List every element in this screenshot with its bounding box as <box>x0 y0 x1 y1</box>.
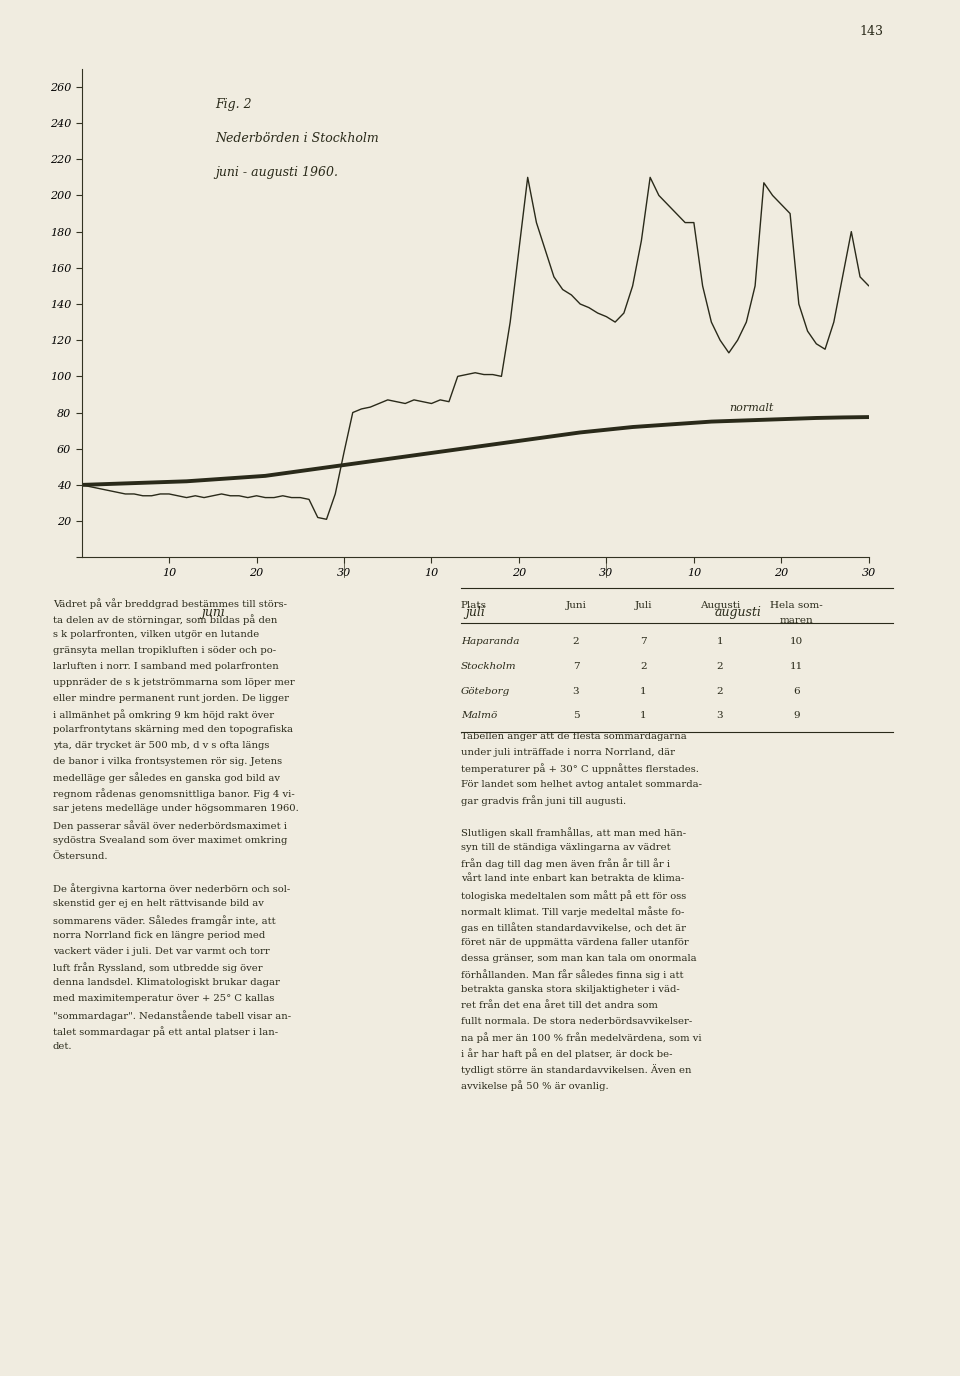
Text: 2: 2 <box>717 662 723 671</box>
Text: maren: maren <box>780 616 814 626</box>
Text: dessa gränser, som man kan tala om onormala: dessa gränser, som man kan tala om onorm… <box>461 954 696 963</box>
Text: gränsyta mellan tropikluften i söder och po-: gränsyta mellan tropikluften i söder och… <box>53 647 276 655</box>
Text: denna landsdel. Klimatologiskt brukar dagar: denna landsdel. Klimatologiskt brukar da… <box>53 978 279 988</box>
Text: normalt: normalt <box>729 403 773 413</box>
Text: i allmänhet på omkring 9 km höjd rakt över: i allmänhet på omkring 9 km höjd rakt öv… <box>53 710 274 720</box>
Text: Slutligen skall framhållas, att man med hän-: Slutligen skall framhållas, att man med … <box>461 827 686 838</box>
Text: Göteborg: Göteborg <box>461 687 510 696</box>
Text: Haparanda: Haparanda <box>461 637 519 647</box>
Text: 9: 9 <box>794 711 800 721</box>
Text: Den passerar såväl över nederbördsmaximet i: Den passerar såväl över nederbördsmaxime… <box>53 820 287 831</box>
Text: ta delen av de störningar, som bildas på den: ta delen av de störningar, som bildas på… <box>53 614 277 625</box>
Text: Östersund.: Östersund. <box>53 852 108 861</box>
Text: fullt normala. De stora nederbördsavvikelser-: fullt normala. De stora nederbördsavvike… <box>461 1017 692 1026</box>
Text: 10: 10 <box>790 637 804 647</box>
Text: "sommardagar". Nedanstående tabell visar an-: "sommardagar". Nedanstående tabell visar… <box>53 1010 291 1021</box>
Text: 7: 7 <box>573 662 579 671</box>
Text: Stockholm: Stockholm <box>461 662 516 671</box>
Text: under juli inträffade i norra Norrland, där: under juli inträffade i norra Norrland, … <box>461 749 675 757</box>
Text: 11: 11 <box>790 662 804 671</box>
Text: augusti: augusti <box>714 607 761 619</box>
Text: 2: 2 <box>573 637 579 647</box>
Text: juli: juli <box>466 607 485 619</box>
Text: 2: 2 <box>717 687 723 696</box>
Text: uppnräder de s k jetströmmarna som löper mer: uppnräder de s k jetströmmarna som löper… <box>53 678 295 687</box>
Text: ret från det ena året till det andra som: ret från det ena året till det andra som <box>461 1002 658 1010</box>
Text: 1: 1 <box>717 637 723 647</box>
Text: vårt land inte enbart kan betrakta de klima-: vårt land inte enbart kan betrakta de kl… <box>461 875 684 883</box>
Text: 5: 5 <box>573 711 579 721</box>
Text: gas en tillåten standardavvikelse, och det är: gas en tillåten standardavvikelse, och d… <box>461 922 685 933</box>
Text: sydöstra Svealand som över maximet omkring: sydöstra Svealand som över maximet omkri… <box>53 837 287 845</box>
Text: avvikelse på 50 % är ovanlig.: avvikelse på 50 % är ovanlig. <box>461 1080 609 1091</box>
Text: Malmö: Malmö <box>461 711 497 721</box>
Text: Hela som-: Hela som- <box>771 601 823 611</box>
Text: 6: 6 <box>794 687 800 696</box>
Text: vackert väder i juli. Det var varmt och torr: vackert väder i juli. Det var varmt och … <box>53 947 270 956</box>
Text: föret när de uppmätta värdena faller utanför: föret när de uppmätta värdena faller uta… <box>461 938 688 947</box>
Text: Augusti: Augusti <box>700 601 740 611</box>
Text: Plats: Plats <box>461 601 487 611</box>
Text: sommarens väder. Således framgår inte, att: sommarens väder. Således framgår inte, a… <box>53 915 276 926</box>
Text: 143: 143 <box>859 25 883 37</box>
Text: juni: juni <box>201 607 225 619</box>
Text: juni - augusti 1960.: juni - augusti 1960. <box>215 166 339 179</box>
Text: förhållanden. Man får således finna sig i att: förhållanden. Man får således finna sig … <box>461 970 684 980</box>
Text: na på mer än 100 % från medelvärdena, som vi: na på mer än 100 % från medelvärdena, so… <box>461 1032 702 1043</box>
Text: tydligt större än standardavvikelsen. Även en: tydligt större än standardavvikelsen. Äv… <box>461 1065 691 1075</box>
Text: norra Norrland fick en längre period med: norra Norrland fick en längre period med <box>53 932 265 940</box>
Text: medelläge ger således en ganska god bild av: medelläge ger således en ganska god bild… <box>53 773 279 783</box>
Text: tologiska medeltalen som mått på ett för oss: tologiska medeltalen som mått på ett för… <box>461 890 686 901</box>
Text: Fig. 2: Fig. 2 <box>215 98 252 111</box>
Text: larluften i norr. I samband med polarfronten: larluften i norr. I samband med polarfro… <box>53 662 278 671</box>
Text: 2: 2 <box>640 662 646 671</box>
Text: betrakta ganska stora skiljaktigheter i väd-: betrakta ganska stora skiljaktigheter i … <box>461 985 680 995</box>
Text: normalt klimat. Till varje medeltal måste fo-: normalt klimat. Till varje medeltal måst… <box>461 907 684 916</box>
Text: talet sommardagar på ett antal platser i lan-: talet sommardagar på ett antal platser i… <box>53 1026 278 1036</box>
Text: polarfrontytans skärning med den topografiska: polarfrontytans skärning med den topogra… <box>53 725 293 735</box>
Text: sar jetens medelläge under högsommaren 1960.: sar jetens medelläge under högsommaren 1… <box>53 804 299 813</box>
Text: de banor i vilka frontsystemen rör sig. Jetens: de banor i vilka frontsystemen rör sig. … <box>53 757 282 766</box>
Text: temperaturer på + 30° C uppnåttes flerstades.: temperaturer på + 30° C uppnåttes flerst… <box>461 764 699 775</box>
Text: i år har haft på en del platser, är dock be-: i år har haft på en del platser, är dock… <box>461 1049 672 1060</box>
Text: För landet som helhet avtog antalet sommarda-: För landet som helhet avtog antalet somm… <box>461 780 702 788</box>
Text: De återgivna kartorna över nederbörn och sol-: De återgivna kartorna över nederbörn och… <box>53 883 290 894</box>
Text: Juli: Juli <box>635 601 652 611</box>
Text: eller mindre permanent runt jorden. De ligger: eller mindre permanent runt jorden. De l… <box>53 694 289 703</box>
Text: regnom rådenas genomsnittliga banor. Fig 4 vi-: regnom rådenas genomsnittliga banor. Fig… <box>53 788 295 799</box>
Text: 3: 3 <box>573 687 579 696</box>
Text: Vädret på vår breddgrad bestämmes till störs-: Vädret på vår breddgrad bestämmes till s… <box>53 599 287 610</box>
Text: med maximitemperatur över + 25° C kallas: med maximitemperatur över + 25° C kallas <box>53 993 275 1003</box>
Text: 7: 7 <box>640 637 646 647</box>
Text: 1: 1 <box>640 687 646 696</box>
Text: det.: det. <box>53 1042 72 1051</box>
Text: yta, där trycket är 500 mb, d v s ofta längs: yta, där trycket är 500 mb, d v s ofta l… <box>53 740 269 750</box>
Text: från dag till dag men även från år till år i: från dag till dag men även från år till … <box>461 859 670 870</box>
Text: Juni: Juni <box>565 601 587 611</box>
Text: Tabellen anger att de flesta sommardagarna: Tabellen anger att de flesta sommardagar… <box>461 732 686 742</box>
Text: 3: 3 <box>717 711 723 721</box>
Text: s k polarfronten, vilken utgör en lutande: s k polarfronten, vilken utgör en lutand… <box>53 630 259 640</box>
Text: gar gradvis från juni till augusti.: gar gradvis från juni till augusti. <box>461 795 626 806</box>
Text: syn till de ständiga växlingarna av vädret: syn till de ständiga växlingarna av vädr… <box>461 843 670 852</box>
Text: Nederbörden i Stockholm: Nederbörden i Stockholm <box>215 132 379 144</box>
Text: luft från Ryssland, som utbredde sig över: luft från Ryssland, som utbredde sig öve… <box>53 963 262 973</box>
Text: 1: 1 <box>640 711 646 721</box>
Text: skenstid ger ej en helt rättvisande bild av: skenstid ger ej en helt rättvisande bild… <box>53 900 264 908</box>
